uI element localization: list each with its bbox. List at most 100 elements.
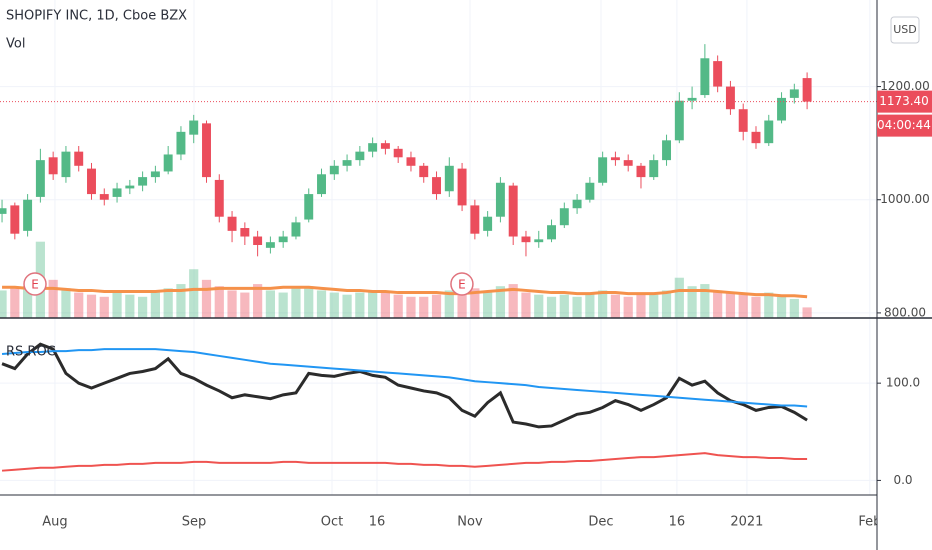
- candle-body: [99, 194, 109, 200]
- candle-body: [764, 120, 774, 144]
- candle-body: [406, 157, 416, 166]
- volume-bar: [444, 290, 454, 318]
- candle-body: [291, 222, 301, 237]
- volume-bar: [559, 294, 569, 318]
- candle-body: [610, 157, 620, 161]
- volume-bar: [508, 284, 518, 318]
- volume-bar: [585, 292, 595, 318]
- candle-body: [789, 89, 799, 98]
- volume-bar: [86, 294, 97, 318]
- candle-body: [649, 160, 659, 178]
- x-tick-label: 16: [369, 515, 386, 530]
- volume-bar: [138, 296, 148, 318]
- candle-body: [125, 185, 135, 189]
- volume-bar: [393, 294, 403, 318]
- volume-bar: [546, 296, 557, 318]
- volume-bar: [713, 290, 723, 318]
- currency-button[interactable]: [890, 16, 920, 44]
- lower-y-tick-label: 0.0: [893, 473, 912, 487]
- x-tick-label: Oct: [321, 515, 343, 530]
- candle-body: [547, 225, 556, 240]
- candle-body: [35, 160, 45, 197]
- volume-bar: [48, 279, 58, 318]
- candle-body: [393, 148, 403, 158]
- lower-y-tick-label: 100.0: [886, 376, 920, 390]
- candle-body: [457, 168, 467, 206]
- volume-bar: [431, 294, 442, 318]
- volume-bar: [10, 288, 20, 318]
- volume-bar: [623, 296, 633, 318]
- marks: Aug Sep Oct 16 Nov Dec 16 2021 Feb E E: [0, 44, 881, 530]
- candle-body: [240, 228, 250, 237]
- volume-bar: [74, 292, 84, 318]
- volume-bar: [342, 294, 352, 318]
- volume-bar: [687, 286, 697, 318]
- volume-bar: [789, 298, 799, 318]
- last-price-box: [877, 90, 932, 113]
- candle-body: [495, 182, 505, 217]
- x-tick-label: Aug: [42, 515, 67, 530]
- candle-body: [380, 143, 390, 149]
- lower-series-line: [1, 348, 808, 408]
- candle-body: [687, 97, 697, 101]
- candle-body: [623, 160, 633, 166]
- volume-bar: [406, 296, 416, 318]
- candle-body: [751, 131, 761, 144]
- candle-body: [738, 109, 748, 132]
- volume-bar: [572, 296, 582, 318]
- candle-body: [559, 208, 569, 226]
- candle-body: [138, 177, 148, 186]
- candle-body: [214, 179, 224, 217]
- candle-body: [329, 165, 339, 175]
- volume-bar: [636, 292, 646, 318]
- volume-bar: [521, 292, 531, 318]
- y-tick-label: 1000.00: [880, 192, 930, 206]
- candle-body: [662, 140, 672, 161]
- countdown-label: 04:00:44: [877, 118, 931, 132]
- candle-body: [304, 194, 314, 220]
- candle-body: [368, 143, 378, 152]
- volume-bar: [0, 290, 7, 318]
- earnings-marker: [23, 272, 47, 296]
- volume-bar: [61, 288, 71, 318]
- candle-body: [725, 86, 735, 110]
- candle-body: [674, 100, 684, 141]
- candle-body: [163, 154, 173, 172]
- volume-bar: [764, 292, 774, 318]
- candle-body: [10, 205, 20, 234]
- candle-body: [0, 208, 7, 214]
- candle-body: [419, 165, 429, 178]
- volume-bar: [214, 286, 224, 318]
- volume-bar: [661, 290, 672, 318]
- candle-body: [23, 199, 33, 231]
- volume-bar: [419, 296, 429, 318]
- volume-bar: [201, 279, 212, 318]
- volume-bar: [495, 286, 506, 318]
- volume-bar: [610, 294, 621, 318]
- candle-body: [227, 216, 237, 231]
- volume-bar: [253, 284, 263, 318]
- volume-bar: [483, 292, 493, 318]
- candle-body: [534, 239, 544, 243]
- volume-bar: [355, 292, 365, 318]
- volume-bar: [751, 296, 761, 318]
- x-tick-label: Sep: [182, 515, 207, 530]
- candle-body: [470, 205, 480, 234]
- volume-bar: [738, 294, 748, 318]
- volume-bar: [329, 292, 339, 318]
- lower-series-line: [1, 342, 808, 429]
- candle-body: [253, 236, 263, 246]
- volume-bar: [304, 286, 314, 318]
- candle-body: [802, 78, 812, 102]
- currency-label[interactable]: USD: [893, 23, 917, 36]
- candle-body: [189, 120, 199, 135]
- candle-body: [342, 160, 352, 166]
- volume-bar: [700, 284, 710, 318]
- volume-bar: [776, 296, 787, 318]
- x-tick-label: Feb: [858, 515, 881, 530]
- volume-bar: [802, 307, 812, 318]
- candle-body: [61, 151, 71, 178]
- candle-body: [112, 188, 122, 197]
- candle-body: [585, 182, 595, 200]
- candle-body: [150, 171, 160, 178]
